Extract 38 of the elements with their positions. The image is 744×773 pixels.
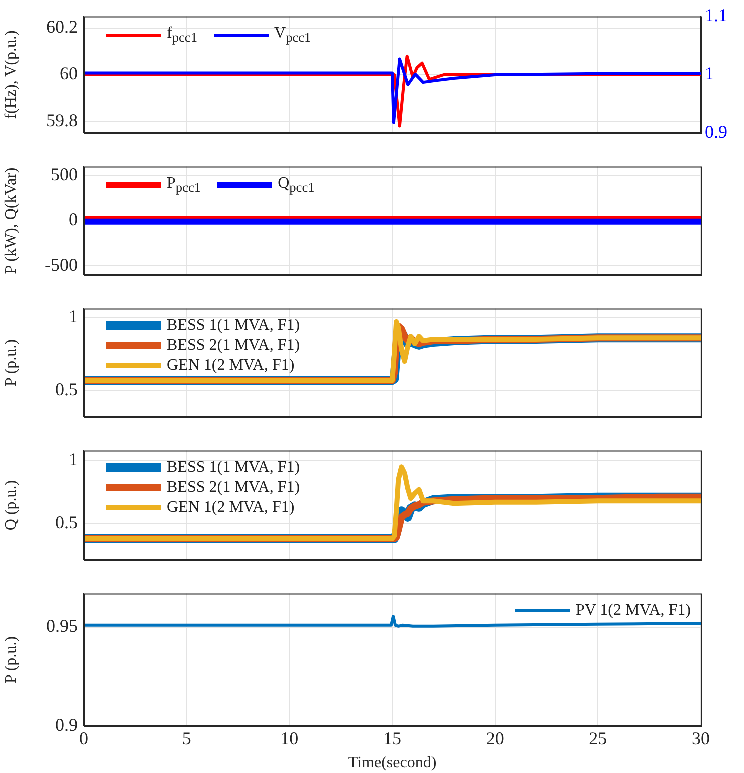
x-tick-label: 5 xyxy=(182,728,192,749)
y-tick-label: 1 xyxy=(69,306,78,326)
legend-label: PV 1(2 MVA, F1) xyxy=(576,602,691,620)
y-tick-label: -500 xyxy=(45,254,78,275)
y2-tick-label: 1.1 xyxy=(705,6,728,26)
y-tick-label: 1 xyxy=(69,450,78,470)
y-tick-label: 59.8 xyxy=(46,110,78,130)
y-tick-label: 0.9 xyxy=(56,714,78,735)
y-axis-title: P (p.u.) xyxy=(2,636,20,684)
legend-label: f$_{pcc1}$ xyxy=(167,24,198,46)
y-axis-title: P (p.u.) xyxy=(2,340,20,386)
x-tick-label: 15 xyxy=(384,728,402,749)
y-tick-label: 0.5 xyxy=(56,380,78,400)
legend-label: GEN 1(2 MVA, F1) xyxy=(167,498,295,517)
legend-label: BESS 2(1 MVA, F1) xyxy=(167,336,300,355)
y-tick-label: 60 xyxy=(60,64,78,84)
y-axis-title: Q (p.u.) xyxy=(2,480,20,531)
y-tick-label: 0.95 xyxy=(46,616,78,636)
legend-label: BESS 1(1 MVA, F1) xyxy=(167,316,300,335)
y-tick-label: 60.2 xyxy=(46,17,78,38)
y2-tick-label: 0.9 xyxy=(705,122,728,142)
x-axis-title: Time(second) xyxy=(348,754,437,772)
x-tick-label: 25 xyxy=(589,728,608,749)
legend-label: GEN 1(2 MVA, F1) xyxy=(167,356,295,375)
y-tick-label: 0.5 xyxy=(56,512,78,532)
x-tick-label: 10 xyxy=(280,728,299,749)
x-tick-label: 30 xyxy=(692,728,710,749)
legend-label: P$_{pcc1}$ xyxy=(167,174,202,196)
y-tick-label: 0 xyxy=(69,210,78,230)
y-tick-label: 500 xyxy=(51,164,78,185)
legend-label: V$_{pcc1}$ xyxy=(274,24,312,46)
x-tick-label: 20 xyxy=(486,728,504,749)
y-axis-title: P (kW), Q(kVar) xyxy=(2,168,20,274)
y2-tick-label: 1 xyxy=(705,64,714,84)
legend-label: Q$_{pcc1}$ xyxy=(278,174,315,196)
legend-label: BESS 1(1 MVA, F1) xyxy=(167,458,300,477)
legend-label: BESS 2(1 MVA, F1) xyxy=(167,478,300,497)
y-axis-title: f(Hz), V(p.u.) xyxy=(2,30,20,120)
